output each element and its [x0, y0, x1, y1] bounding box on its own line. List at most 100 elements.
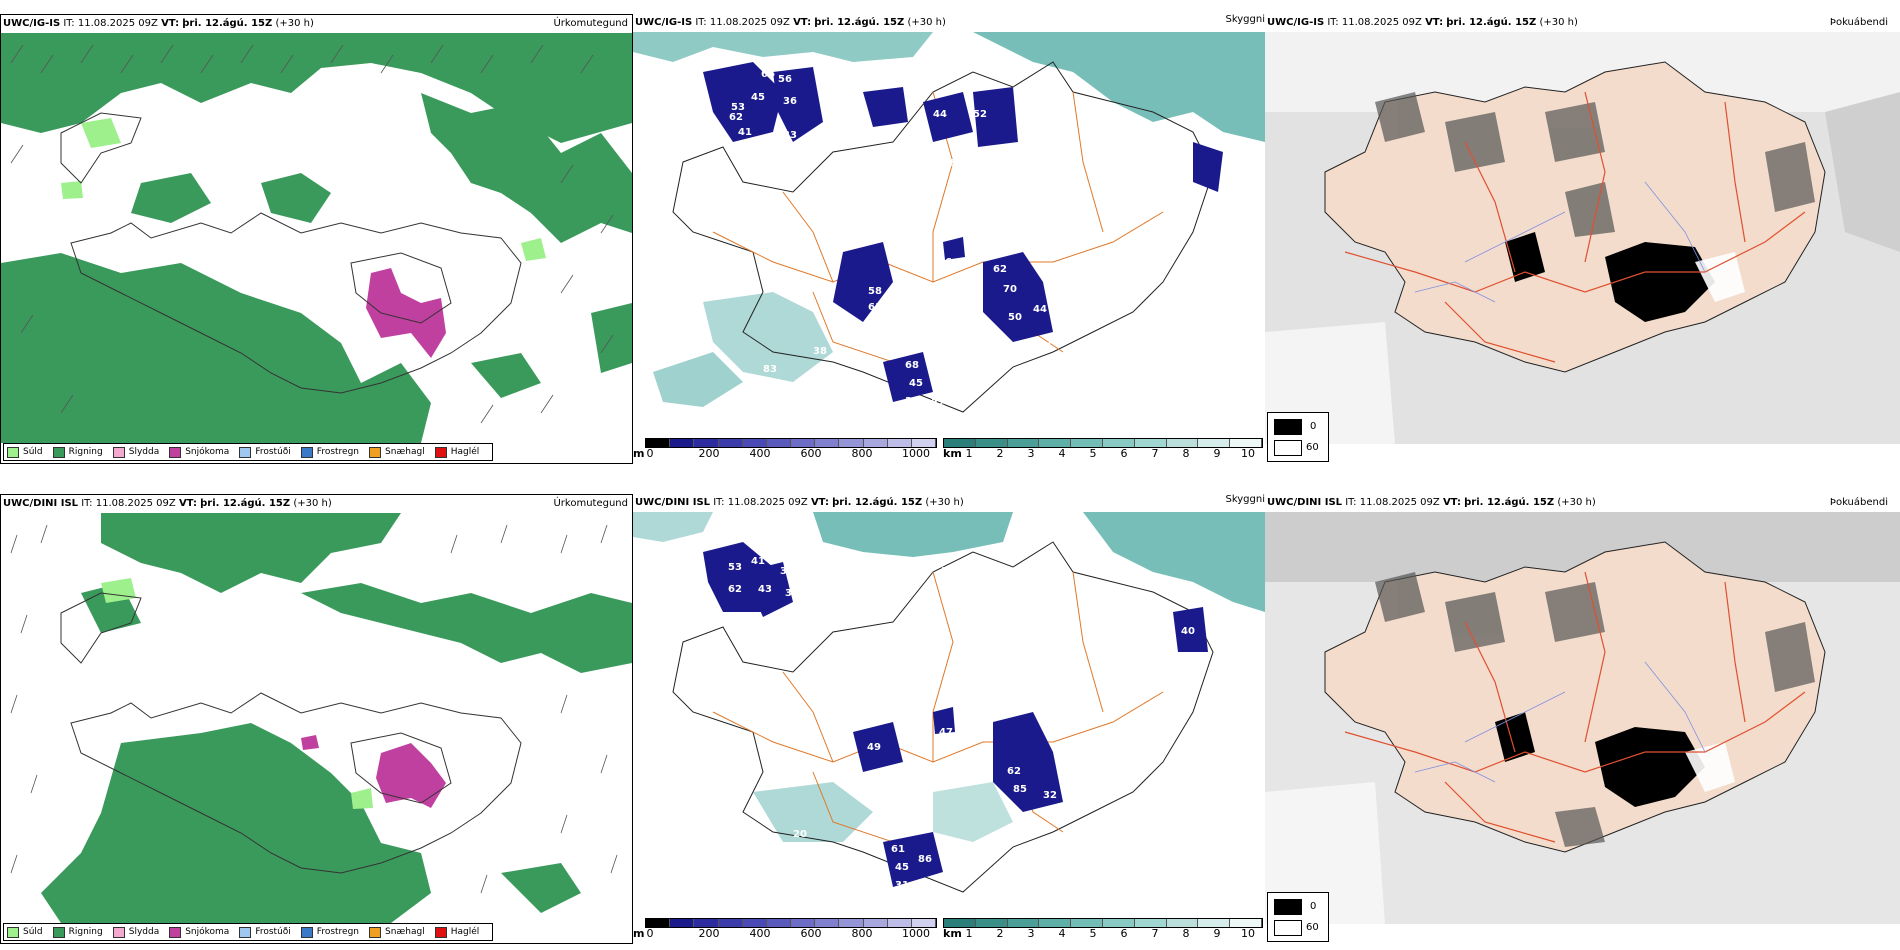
legend-label: Haglél [450, 927, 480, 937]
legend-label: Frostúði [255, 927, 291, 937]
legend-swatch [52, 446, 65, 458]
panel-title: Þokuábendi [1829, 497, 1888, 508]
visibility-map: 66 56 53 45 36 62 41 33 44 52 58 56 62 7… [633, 32, 1265, 432]
visibility-bar [943, 918, 1263, 928]
init-time: IT: 11.08.2025 09Z [695, 17, 790, 28]
lead-time: (+30 h) [293, 498, 332, 509]
valid-time: þri. 12.ágú. 15Z [182, 18, 273, 29]
legend-label: Snjókoma [185, 927, 230, 937]
legend-item: Snæhagl [369, 446, 425, 458]
visibility-value-labels: 66 56 53 45 36 62 41 33 44 52 58 56 62 7… [729, 69, 1059, 409]
legend-swatch [112, 446, 125, 458]
fog-indicator-panel-top: UWC/IG-IS IT: 11.08.2025 09Z VT: þri. 12… [1265, 14, 1900, 464]
fog-legend-value: 0 [1310, 901, 1317, 912]
value-label: 32 [1043, 790, 1057, 801]
height-tick: 1000 [902, 927, 930, 940]
vt-label: VT: [178, 498, 197, 509]
value-label: 37 [785, 588, 799, 599]
legend-swatch [169, 926, 182, 938]
visibility-tick: 10 [1241, 447, 1255, 460]
visibility-tick: 3 [1027, 447, 1035, 460]
value-label: 41 [738, 127, 752, 138]
valid-time: þri. 12.ágú. 15Z [832, 497, 923, 508]
height-tick: 400 [749, 927, 771, 940]
value-label: 62 [729, 112, 743, 123]
value-label: 61 [868, 302, 882, 313]
visibility-tick: 8 [1182, 927, 1190, 940]
legend-item: Súld [7, 926, 43, 938]
visibility-tick: 8 [1182, 447, 1190, 460]
visibility-tick: 4 [1058, 927, 1066, 940]
legend-label: Rigning [68, 927, 103, 937]
value-label: 85 [1013, 784, 1027, 795]
value-label: 56 [778, 74, 792, 85]
legend-label: Snæhagl [385, 447, 425, 457]
panel-header: UWC/IG-IS IT: 11.08.2025 09Z VT: þri. 12… [635, 17, 946, 28]
vt-label: VT: [810, 497, 829, 508]
init-time: IT: 11.08.2025 09Z [63, 18, 158, 29]
visibility-tick: 6 [1120, 927, 1128, 940]
value-label: 41 [751, 556, 765, 567]
valid-time: þri. 12.ágú. 15Z [814, 17, 905, 28]
height-tick: 0 [646, 447, 654, 460]
legend-swatch [7, 446, 19, 458]
height-tick: 0 [646, 927, 654, 940]
panel-title: Skyggni [1225, 14, 1265, 25]
value-label: 66 [761, 69, 775, 80]
value-label: 40 [1181, 626, 1195, 637]
legend-item: Rigning [52, 446, 103, 458]
precip-type-panel-top: UWC/IG-IS IT: 11.08.2025 09Z VT: þri. 12… [0, 14, 633, 464]
legend-swatch [169, 446, 182, 458]
legend-item: Frostregn [300, 446, 359, 458]
value-label: 68 [905, 360, 919, 371]
value-label: 62 [993, 264, 1007, 275]
legend-item: Snjókoma [169, 926, 230, 938]
visibility-unit: km [943, 927, 962, 940]
height-tick: 600 [800, 447, 822, 460]
fog-legend-value: 60 [1306, 922, 1319, 933]
visibility-value-labels: 53 41 32 43 37 62 38 40 49 47 62 85 32 6… [728, 556, 1195, 891]
legend-swatch [369, 446, 382, 458]
value-label: 61 [891, 844, 905, 855]
valid-time: þri. 12.ágú. 15Z [1446, 17, 1537, 28]
fog-legend-value: 0 [1310, 421, 1317, 432]
visibility-panel-top: UWC/IG-IS IT: 11.08.2025 09Z VT: þri. 12… [633, 14, 1265, 464]
visibility-bar [943, 438, 1263, 448]
lead-time: (+30 h) [275, 18, 314, 29]
panel-title: Úrkomutegund [553, 18, 628, 29]
visibility-tick: 7 [1151, 447, 1159, 460]
model-name: UWC/IG-IS [3, 18, 61, 29]
visibility-panel-bottom: UWC/DINI ISL IT: 11.08.2025 09Z VT: þri.… [633, 494, 1265, 944]
value-label: 45 [751, 92, 765, 103]
panel-header: UWC/IG-IS IT: 11.08.2025 09Z VT: þri. 12… [1267, 17, 1578, 28]
panel-header: UWC/IG-IS IT: 11.08.2025 09Z VT: þri. 12… [3, 18, 314, 29]
lead-time: (+30 h) [925, 497, 964, 508]
vt-label: VT: [1425, 17, 1444, 28]
vt-label: VT: [793, 17, 812, 28]
fog-map [1265, 512, 1900, 924]
precip-type-legend: Súld Rigning Slydda Snjókoma Frostúði Fr… [3, 443, 494, 461]
value-label: 62 [728, 584, 742, 595]
precip-type-legend: Súld Rigning Slydda Snjókoma Frostúði Fr… [3, 923, 494, 941]
height-unit: m [633, 927, 645, 940]
init-time: IT: 11.08.2025 09Z [1327, 17, 1422, 28]
visibility-tick: 9 [1213, 927, 1221, 940]
value-label: 56 [775, 846, 789, 857]
legend-label: Snjókoma [185, 447, 230, 457]
visibility-tick: 2 [996, 927, 1004, 940]
value-label: 62 [1007, 766, 1021, 777]
legend-label: Slydda [128, 447, 160, 457]
fog-legend: 0 60 [1267, 412, 1329, 462]
value-label: 38 [813, 346, 827, 357]
model-name: UWC/DINI ISL [3, 498, 79, 509]
legend-label: Súld [23, 927, 43, 937]
value-label: 31 [895, 880, 909, 891]
precip-map [1, 513, 632, 923]
init-time: IT: 11.08.2025 09Z [81, 498, 176, 509]
value-label: 45 [895, 862, 909, 873]
legend-swatch [369, 926, 382, 938]
value-label: 53 [728, 562, 742, 573]
visibility-map: 53 41 32 43 37 62 38 40 49 47 62 85 32 6… [633, 512, 1265, 912]
value-label: 45 [909, 378, 923, 389]
legend-swatch [434, 926, 447, 938]
